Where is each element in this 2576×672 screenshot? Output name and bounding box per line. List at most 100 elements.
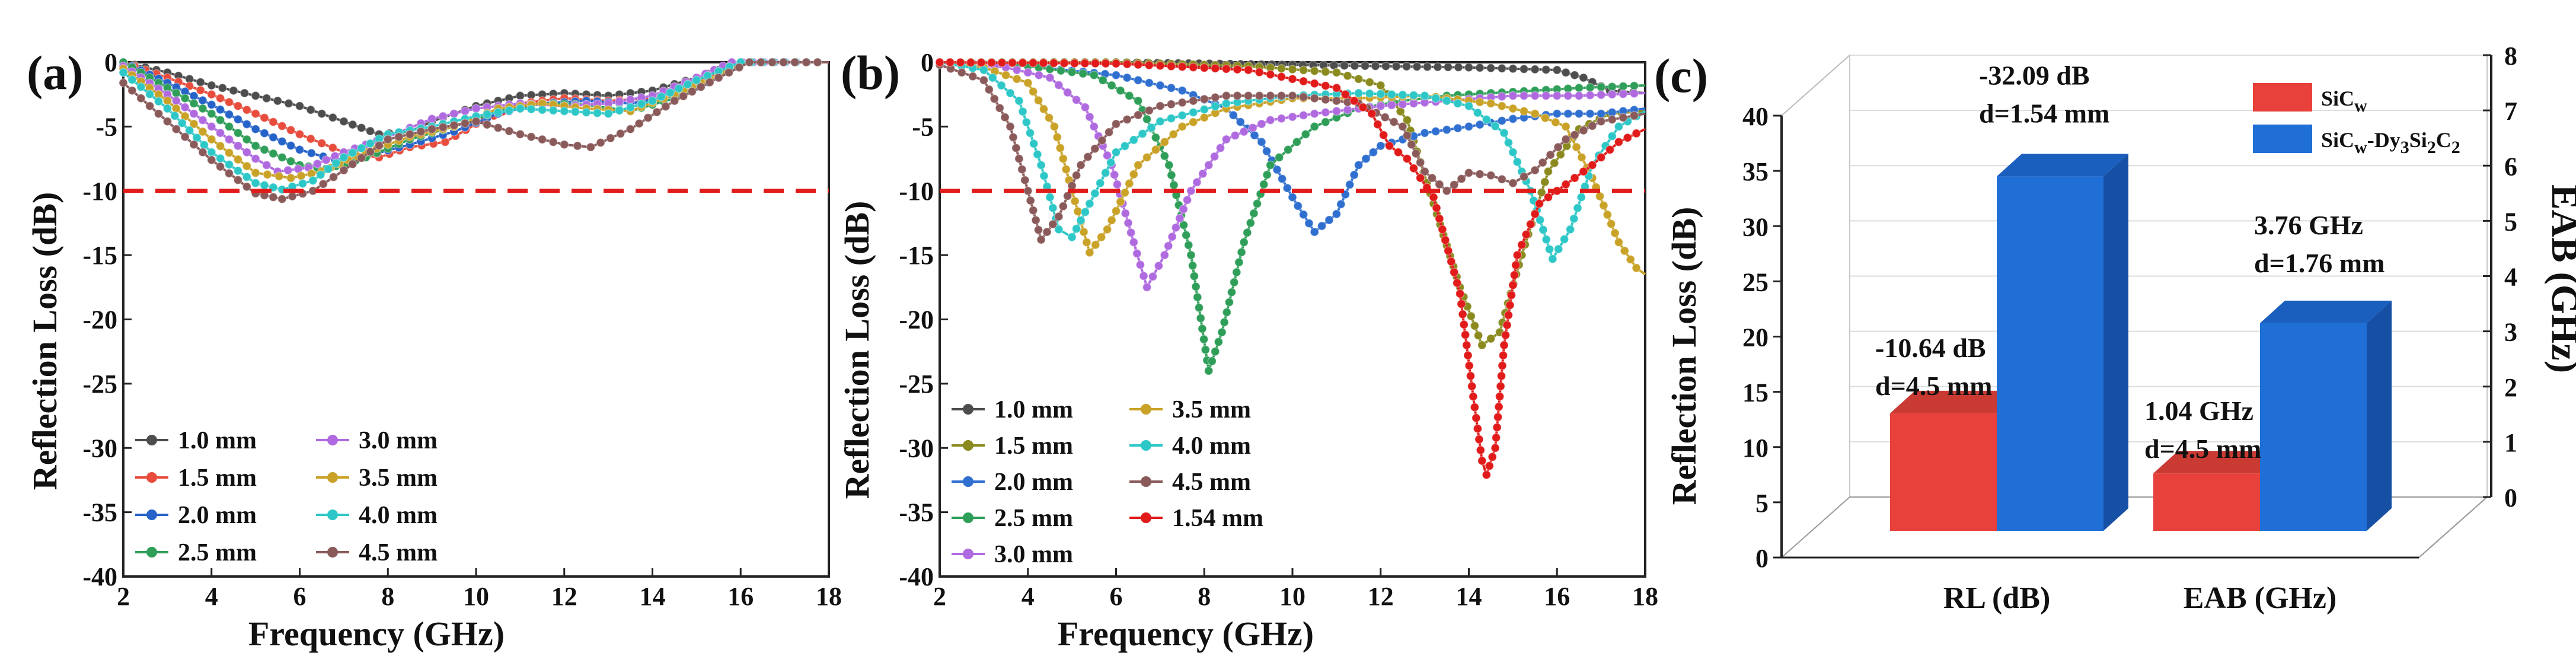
data-point bbox=[328, 143, 338, 152]
data-point bbox=[145, 101, 155, 111]
data-point bbox=[526, 132, 536, 142]
data-point bbox=[767, 58, 777, 67]
data-point bbox=[1107, 81, 1116, 90]
data-point bbox=[1166, 83, 1176, 93]
data-point bbox=[1227, 287, 1237, 297]
data-point bbox=[1078, 69, 1088, 78]
data-point bbox=[1442, 186, 1452, 196]
data-point bbox=[1055, 143, 1065, 153]
data-point bbox=[1106, 158, 1116, 167]
data-point bbox=[1123, 218, 1133, 228]
data-point bbox=[356, 123, 366, 133]
data-point bbox=[1610, 228, 1620, 238]
y-tick-label: 0 bbox=[104, 48, 117, 77]
data-point bbox=[207, 90, 216, 99]
y-tick-label: -40 bbox=[899, 562, 934, 591]
data-point bbox=[1343, 71, 1352, 81]
side-wall-edge bbox=[1781, 55, 1850, 116]
data-point bbox=[1232, 267, 1241, 277]
data-point bbox=[1184, 240, 1193, 250]
data-point bbox=[1570, 173, 1579, 183]
data-point bbox=[735, 62, 744, 72]
data-point bbox=[365, 126, 375, 136]
data-point bbox=[1449, 267, 1459, 277]
data-point bbox=[1144, 78, 1154, 88]
data-point bbox=[1154, 261, 1164, 270]
data-point bbox=[162, 116, 173, 126]
right-y-tick-label: 8 bbox=[2504, 42, 2517, 71]
legend-label: 2.0 mm bbox=[994, 469, 1073, 496]
data-point bbox=[1629, 88, 1639, 98]
data-point bbox=[1036, 235, 1046, 244]
data-point bbox=[180, 132, 190, 142]
data-point bbox=[1155, 81, 1165, 90]
data-point bbox=[493, 107, 503, 117]
data-point bbox=[251, 124, 260, 134]
data-point bbox=[324, 164, 333, 174]
bar-annotation-value: -10.64 dB bbox=[1875, 333, 1986, 363]
x-tick-label: 10 bbox=[1279, 582, 1305, 611]
data-point bbox=[218, 83, 228, 93]
data-point bbox=[1132, 249, 1142, 259]
data-point bbox=[1561, 68, 1571, 78]
data-point bbox=[1411, 149, 1421, 158]
data-point bbox=[331, 158, 341, 168]
data-point bbox=[1310, 66, 1319, 76]
x-tick-label: 8 bbox=[1198, 582, 1211, 611]
data-point bbox=[1384, 141, 1394, 151]
data-point bbox=[1579, 167, 1588, 176]
data-point bbox=[1061, 164, 1071, 174]
data-point bbox=[1475, 97, 1485, 107]
data-point bbox=[1596, 152, 1606, 163]
data-point bbox=[1588, 121, 1597, 131]
data-point bbox=[1570, 70, 1579, 80]
data-point bbox=[570, 107, 580, 117]
data-point bbox=[1122, 114, 1132, 125]
data-point bbox=[162, 96, 173, 106]
data-point bbox=[1098, 75, 1107, 85]
data-point bbox=[1354, 160, 1364, 170]
data-point bbox=[537, 105, 547, 114]
data-point bbox=[1378, 130, 1388, 140]
panel-b-y-axis-label: Reflection Loss (dB) bbox=[838, 201, 876, 499]
data-point bbox=[1454, 62, 1463, 72]
data-point bbox=[1486, 63, 1496, 73]
data-point bbox=[678, 91, 688, 101]
legend-swatch-marker bbox=[146, 509, 157, 520]
y-tick-label: -40 bbox=[82, 562, 117, 591]
data-point bbox=[724, 68, 734, 78]
data-point bbox=[1276, 63, 1287, 74]
data-point bbox=[277, 194, 287, 204]
data-point bbox=[177, 118, 187, 128]
data-point bbox=[493, 123, 503, 133]
data-point bbox=[1317, 221, 1327, 231]
data-point bbox=[224, 160, 234, 170]
data-point bbox=[1473, 423, 1483, 434]
data-point bbox=[1324, 215, 1334, 225]
data-point bbox=[233, 101, 243, 111]
bar-annotation-thickness: d=4.5 mm bbox=[1875, 371, 1992, 401]
data-point bbox=[1155, 116, 1165, 126]
data-point bbox=[1090, 189, 1100, 198]
data-point bbox=[1288, 91, 1297, 101]
data-point bbox=[1230, 130, 1240, 141]
data-point bbox=[1561, 135, 1571, 144]
data-point bbox=[1497, 116, 1507, 126]
data-point bbox=[1089, 122, 1099, 132]
data-point bbox=[1243, 91, 1253, 101]
data-point bbox=[656, 92, 666, 101]
legend-swatch-marker bbox=[327, 547, 338, 558]
data-point bbox=[1429, 192, 1438, 202]
data-point bbox=[1449, 180, 1459, 190]
data-point bbox=[1459, 320, 1469, 329]
data-point bbox=[295, 101, 305, 111]
data-point bbox=[1607, 114, 1617, 125]
data-point bbox=[198, 95, 208, 105]
data-point bbox=[1541, 235, 1551, 244]
data-point bbox=[1339, 60, 1349, 71]
data-point bbox=[1091, 240, 1100, 250]
data-point bbox=[1220, 317, 1229, 327]
data-point bbox=[1435, 214, 1444, 224]
data-point bbox=[1122, 59, 1132, 69]
data-point bbox=[1142, 152, 1152, 163]
